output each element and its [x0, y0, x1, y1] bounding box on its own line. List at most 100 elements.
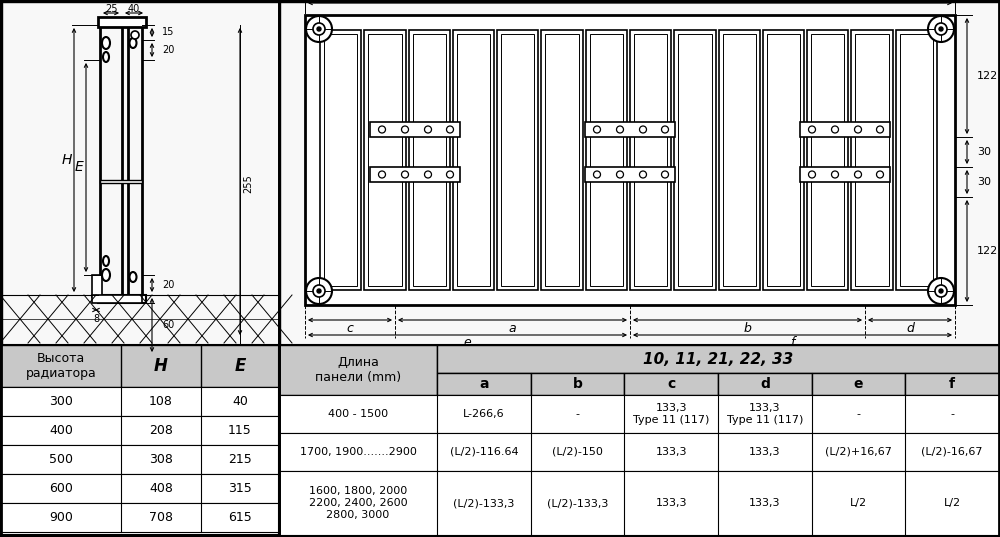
Circle shape: [808, 126, 816, 133]
Text: -: -: [950, 409, 954, 419]
Circle shape: [808, 171, 816, 178]
Bar: [497, 30, 538, 290]
Circle shape: [616, 171, 624, 178]
Bar: [545, 34, 579, 286]
Circle shape: [594, 171, 600, 178]
Text: 300: 300: [49, 395, 73, 408]
Circle shape: [854, 171, 862, 178]
Bar: [541, 30, 583, 290]
Bar: [585, 122, 675, 137]
Bar: [767, 34, 800, 286]
Bar: [368, 34, 402, 286]
Bar: [585, 167, 675, 182]
Bar: [1, 445, 279, 474]
Ellipse shape: [130, 38, 136, 48]
Bar: [501, 34, 534, 286]
Circle shape: [616, 126, 624, 133]
Bar: [900, 34, 933, 286]
Circle shape: [662, 171, 668, 178]
Text: 20: 20: [162, 280, 174, 290]
Text: b: b: [573, 377, 582, 391]
Bar: [324, 34, 357, 286]
Text: (L/2)-133,3: (L/2)-133,3: [547, 498, 608, 508]
Bar: [279, 1, 999, 536]
Text: 315: 315: [228, 482, 252, 495]
Text: 1700, 1900.......2900: 1700, 1900.......2900: [300, 447, 416, 457]
Ellipse shape: [102, 269, 110, 281]
Text: f: f: [790, 337, 795, 350]
Text: 408: 408: [149, 482, 173, 495]
Ellipse shape: [102, 37, 110, 49]
Text: f: f: [949, 377, 955, 391]
Bar: [718, 373, 812, 395]
Text: 133,3: 133,3: [749, 498, 781, 508]
Text: 600: 600: [49, 482, 73, 495]
Text: 40: 40: [128, 4, 140, 14]
Circle shape: [424, 126, 432, 133]
Text: d: d: [760, 377, 770, 391]
Bar: [279, 433, 999, 471]
Circle shape: [402, 171, 409, 178]
Circle shape: [313, 285, 325, 297]
Bar: [1, 1, 279, 536]
Bar: [674, 30, 716, 290]
Bar: [1, 1, 279, 536]
Text: 208: 208: [149, 424, 173, 437]
Text: 15: 15: [162, 27, 174, 37]
Bar: [719, 30, 760, 290]
Text: (L/2)-150: (L/2)-150: [552, 447, 603, 457]
Bar: [364, 30, 406, 290]
Bar: [279, 471, 999, 535]
Text: E: E: [75, 160, 83, 174]
Circle shape: [306, 278, 332, 304]
Circle shape: [446, 126, 454, 133]
Bar: [98, 295, 146, 303]
Bar: [723, 34, 756, 286]
Text: 8: 8: [93, 314, 99, 324]
Bar: [457, 34, 490, 286]
Text: (L/2)-133,3: (L/2)-133,3: [453, 498, 515, 508]
Bar: [1, 345, 279, 387]
Text: 20: 20: [162, 45, 174, 55]
Bar: [811, 34, 844, 286]
Bar: [409, 30, 450, 290]
Text: 30: 30: [977, 147, 991, 157]
Text: 615: 615: [228, 511, 252, 524]
Text: e: e: [464, 337, 471, 350]
Bar: [437, 373, 531, 395]
Text: 10, 11, 21, 22, 33: 10, 11, 21, 22, 33: [643, 352, 793, 366]
Text: 115: 115: [228, 424, 252, 437]
Text: L/2: L/2: [850, 498, 867, 508]
Text: H: H: [154, 357, 168, 375]
Text: 60: 60: [162, 320, 174, 330]
Text: 500: 500: [49, 453, 73, 466]
Text: 108: 108: [149, 395, 173, 408]
Text: 122: 122: [977, 71, 998, 81]
Text: 400: 400: [49, 424, 73, 437]
Text: 122: 122: [977, 246, 998, 256]
Text: E: E: [234, 357, 246, 375]
Text: 400 - 1500: 400 - 1500: [328, 409, 388, 419]
Circle shape: [928, 278, 954, 304]
Text: a: a: [509, 322, 516, 335]
Bar: [800, 122, 890, 137]
Text: 30: 30: [977, 177, 991, 187]
Bar: [279, 345, 999, 535]
Text: 133,3
Type 11 (117): 133,3 Type 11 (117): [727, 403, 803, 425]
Circle shape: [317, 27, 321, 31]
Ellipse shape: [103, 256, 109, 266]
Circle shape: [928, 16, 954, 42]
Bar: [2, 2, 279, 345]
Text: 708: 708: [149, 511, 173, 524]
Bar: [630, 30, 671, 290]
Text: H: H: [62, 153, 72, 167]
Text: 255: 255: [243, 175, 253, 193]
Text: 900: 900: [49, 511, 73, 524]
Bar: [812, 373, 905, 395]
Circle shape: [640, 126, 646, 133]
Circle shape: [402, 126, 409, 133]
Bar: [624, 373, 718, 395]
Circle shape: [935, 23, 947, 35]
Bar: [531, 373, 624, 395]
Text: d: d: [906, 322, 914, 335]
